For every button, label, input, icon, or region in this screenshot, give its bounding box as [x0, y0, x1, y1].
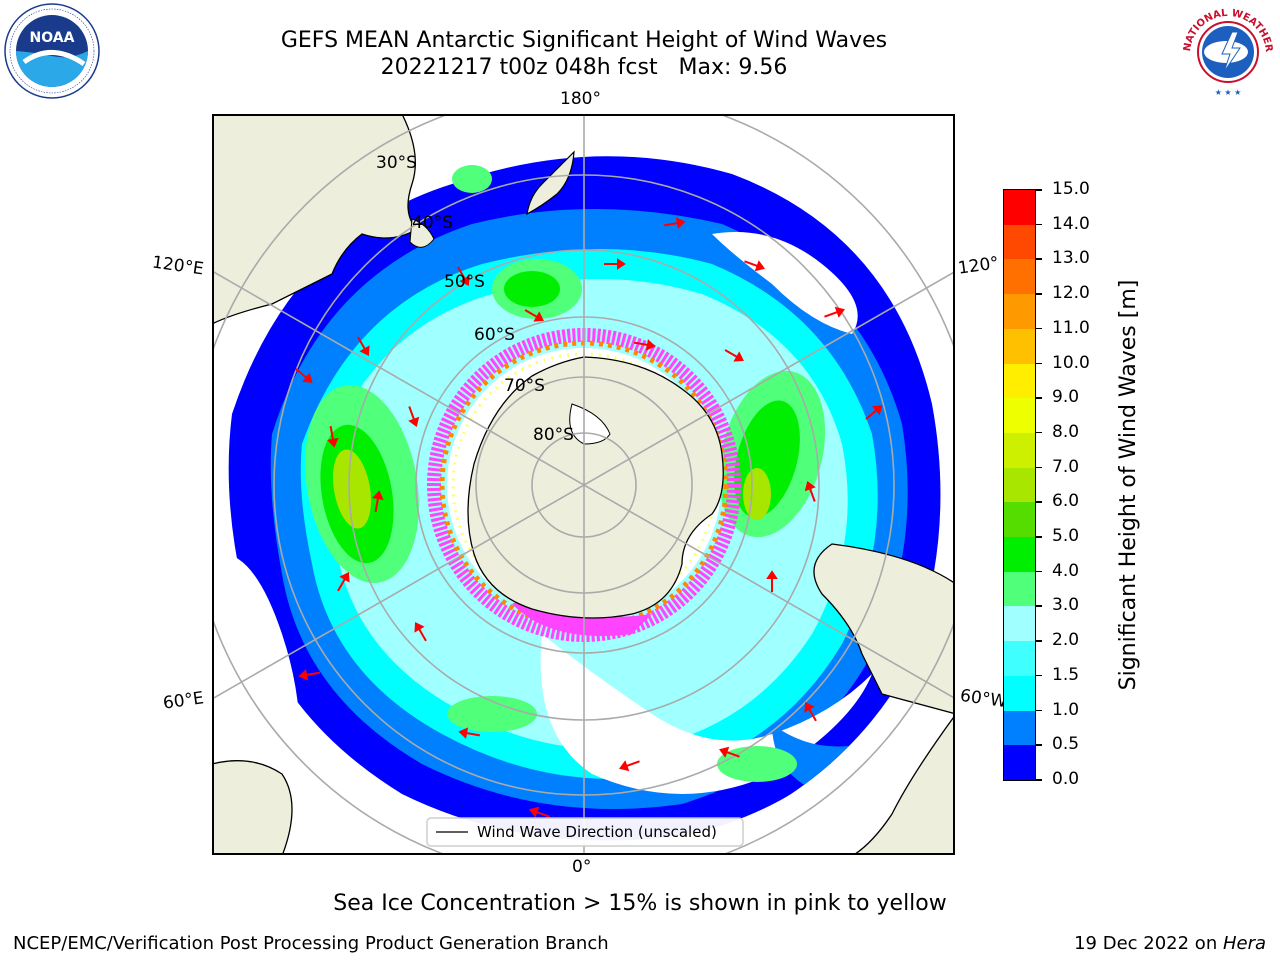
- colorbar-tick-mark: [1036, 397, 1042, 399]
- colorbar-tick-mark: [1036, 362, 1042, 365]
- colorbar-tick-mark: [1036, 744, 1042, 746]
- colorbar-tick-label: 3.0: [1052, 595, 1080, 616]
- lon-label-upper-right: 120°: [956, 253, 1001, 279]
- colorbar-segment: [1004, 710, 1035, 746]
- colorbar-tick-label: 7.0: [1052, 456, 1080, 477]
- antarctica-landmass: [467, 356, 724, 619]
- africa-landmass: [853, 715, 954, 854]
- lon-label-lower-right: 60°W: [958, 685, 1009, 713]
- lon-label-bottom: 0°: [572, 857, 592, 877]
- colorbar-segment: [1004, 467, 1035, 503]
- lat-label-30s: 30°S: [376, 153, 417, 173]
- colorbar-segment: [1004, 224, 1035, 260]
- colorbar-tick-mark: [1036, 605, 1042, 607]
- colorbar-tick-label: 15.0: [1052, 179, 1090, 199]
- map-legend: Wind Wave Direction (unscaled): [426, 817, 744, 847]
- colorbar-tick-label: 5.0: [1052, 526, 1080, 547]
- colorbar-segment: [1004, 432, 1035, 468]
- colorbar-tick-label: 1.0: [1052, 699, 1080, 720]
- colorbar-tick-mark: [1036, 327, 1042, 330]
- title-line-1: GEFS MEAN Antarctic Significant Height o…: [280, 28, 888, 53]
- noaa-logo: NOAA: [4, 3, 100, 99]
- lon-label-top: 180°: [560, 89, 601, 109]
- colorbar-segment: [1004, 571, 1035, 607]
- wind-wave-arrows: [295, 217, 883, 818]
- lon-label-upper-left: 120°E: [150, 252, 205, 280]
- colorbar-tick-label: 13.0: [1052, 248, 1090, 269]
- colorbar-tick-mark: [1036, 189, 1042, 191]
- lat-label-50s: 50°S: [444, 272, 485, 292]
- colorbar-tick-label: 9.0: [1052, 387, 1080, 408]
- colorbar-tick-label: 11.0: [1052, 317, 1090, 338]
- colorbar-tick-mark: [1036, 293, 1042, 295]
- colorbar-tick-label: 0.5: [1052, 734, 1080, 755]
- colorbar-tick-label: 12.0: [1052, 283, 1090, 304]
- colorbar-tick-mark: [1036, 674, 1042, 677]
- colorbar-segment: [1004, 328, 1035, 364]
- colorbar-tick-mark: [1036, 709, 1042, 712]
- colorbar-tick-label: 1.5: [1052, 664, 1080, 685]
- colorbar-segment: [1004, 294, 1035, 329]
- colorbar-segment: [1004, 641, 1035, 676]
- colorbar-segment: [1004, 537, 1035, 572]
- lon-label-lower-left: 60°E: [161, 688, 206, 714]
- colorbar-tick-mark: [1036, 431, 1042, 434]
- colorbar-tick-label: 8.0: [1052, 421, 1080, 442]
- svg-text:NOAA: NOAA: [30, 30, 75, 46]
- madagascar-landmass: [213, 760, 293, 854]
- colorbar-tick-mark: [1036, 536, 1042, 538]
- colorbar-tick-mark: [1036, 258, 1042, 260]
- svg-text:★ ★ ★: ★ ★ ★: [1215, 88, 1242, 97]
- colorbar-segment: [1004, 398, 1035, 433]
- lat-label-60s: 60°S: [474, 325, 515, 345]
- colorbar-segment: [1004, 259, 1035, 295]
- footer-right: 19 Dec 2022 on Hera: [1074, 933, 1266, 955]
- colorbar-segment: [1004, 606, 1035, 642]
- colorbar-tick-mark: [1036, 570, 1042, 573]
- new-zealand-landmass: [526, 150, 575, 216]
- colorbar: [1003, 189, 1036, 781]
- colorbar-segment: [1004, 745, 1035, 780]
- colorbar-segment: [1004, 190, 1035, 225]
- title-line-2: 20221217 t00z 048h fcst Max: 9.56: [380, 55, 788, 80]
- colorbar-tick-label: 2.0: [1052, 630, 1080, 651]
- lat-label-70s: 70°S: [504, 376, 545, 396]
- lat-label-40s: 40°S: [412, 213, 453, 233]
- colorbar-tick-mark: [1036, 779, 1042, 781]
- colorbar-tick-label: 4.0: [1052, 560, 1080, 581]
- footer-date: 19 Dec 2022 on: [1074, 933, 1223, 954]
- graticule: [213, 115, 954, 854]
- colorbar-tick-label: 6.0: [1052, 491, 1080, 512]
- australia-landmass: [213, 115, 419, 325]
- colorbar-segment: [1004, 675, 1035, 711]
- legend-label: Wind Wave Direction (unscaled): [477, 823, 717, 841]
- colorbar-tick-mark: [1036, 223, 1042, 226]
- nws-logo: NATIONAL WEATHER SERVICE ★ ★ ★: [1178, 2, 1274, 98]
- footer-left: NCEP/EMC/Verification Post Processing Pr…: [13, 933, 609, 954]
- colorbar-segment: [1004, 363, 1035, 399]
- colorbar-tick-label: 14.0: [1052, 213, 1090, 234]
- colorbar-tick-mark: [1036, 640, 1042, 642]
- colorbar-tick-mark: [1036, 501, 1042, 503]
- colorbar-label: Significant Height of Wind Waves [m]: [1116, 279, 1141, 691]
- footer-host: Hera: [1222, 933, 1266, 954]
- colorbar-tick-mark: [1036, 466, 1042, 469]
- sea-ice-caption: Sea Ice Concentration > 15% is shown in …: [333, 891, 947, 916]
- colorbar-tick-label: 10.0: [1052, 352, 1090, 373]
- map-panel: 30°S 40°S 50°S 60°S 70°S 80°S Wind Wave …: [212, 114, 956, 856]
- lat-label-80s: 80°S: [533, 425, 574, 445]
- colorbar-segment: [1004, 502, 1035, 538]
- south-america-landmass: [813, 543, 954, 715]
- colorbar-tick-label: 0.0: [1052, 769, 1080, 789]
